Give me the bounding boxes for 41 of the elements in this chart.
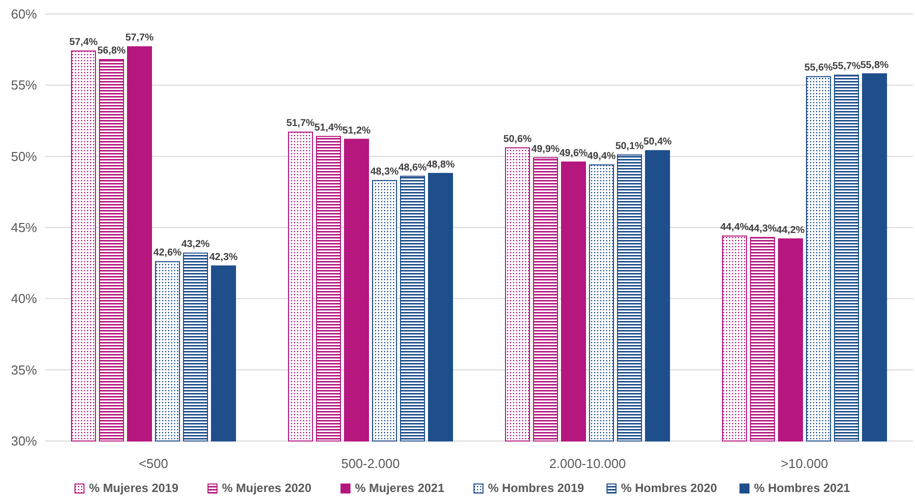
- data-label: 44,2%: [776, 224, 805, 236]
- data-label: 55,8%: [860, 60, 889, 71]
- data-label: 51,7%: [286, 118, 315, 130]
- y-tick-label: 55%: [10, 78, 38, 93]
- legend-label: % Hombres 2021: [754, 481, 850, 495]
- data-label: 57,4%: [69, 37, 98, 48]
- legend-label: % Hombres 2019: [488, 481, 584, 495]
- data-label: 42,3%: [209, 252, 238, 263]
- y-tick-label: 35%: [10, 362, 38, 378]
- data-label: 48,3%: [370, 166, 399, 178]
- legend-label: % Hombres 2020: [621, 481, 718, 495]
- x-tick-label: 2.000-10.000: [549, 456, 626, 471]
- legend-label: % Mujeres 2021: [355, 481, 445, 495]
- data-label: 49,9%: [531, 144, 560, 155]
- y-tick-label: 30%: [10, 434, 38, 449]
- data-label: 44,4%: [720, 222, 749, 234]
- data-label: 43,2%: [181, 239, 210, 250]
- data-label: 50,4%: [643, 136, 672, 148]
- y-tick-label: 40%: [10, 291, 38, 306]
- data-label: 49,6%: [559, 148, 588, 160]
- legend-label: % Mujeres 2020: [222, 481, 312, 495]
- data-label: 50,1%: [615, 140, 644, 152]
- data-label: 55,7%: [832, 61, 861, 72]
- data-label: 50,6%: [503, 134, 532, 145]
- x-tick-label: 500-2.000: [341, 456, 400, 471]
- data-label: 51,2%: [342, 125, 371, 136]
- y-tick-label: 45%: [10, 220, 38, 236]
- data-label: 56,8%: [97, 46, 126, 57]
- x-tick-label: <500: [138, 456, 168, 471]
- x-tick-label: >10.000: [780, 456, 828, 471]
- legend-label: % Mujeres 2019: [89, 481, 179, 495]
- y-tick-label: 50%: [10, 148, 38, 164]
- data-label: 51,4%: [314, 122, 343, 134]
- data-label: 42,6%: [153, 248, 182, 259]
- data-label: 48,6%: [398, 162, 427, 174]
- data-label: 48,8%: [426, 159, 455, 170]
- data-label: 57,7%: [125, 32, 154, 44]
- data-label: 49,4%: [587, 150, 616, 162]
- y-tick-label: 60%: [10, 6, 38, 22]
- data-label: 44,3%: [748, 223, 777, 234]
- data-label: 55,6%: [804, 62, 833, 74]
